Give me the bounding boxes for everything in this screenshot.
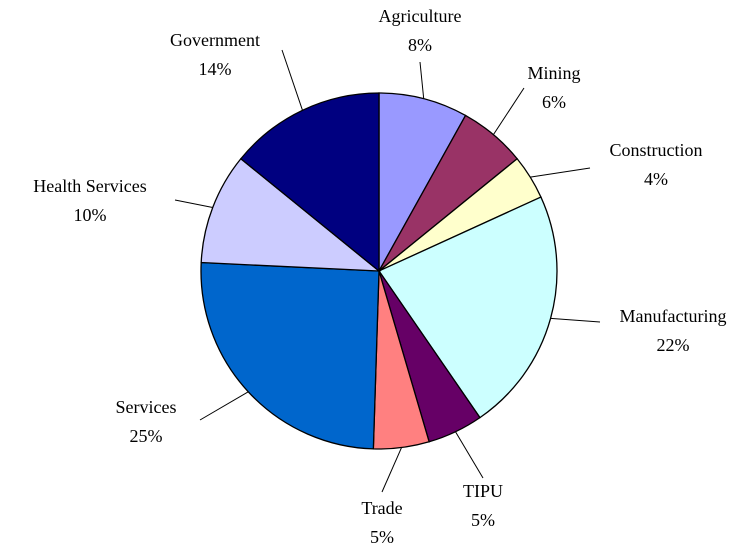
- value-label: 5%: [370, 527, 394, 547]
- value-label: 4%: [644, 169, 668, 189]
- leader-line: [492, 87, 525, 135]
- value-label: 14%: [199, 59, 232, 79]
- slice-label: Manufacturing: [620, 306, 727, 326]
- value-label: 10%: [74, 205, 107, 225]
- pie-slice: [239, 92, 380, 273]
- pie-slice: [200, 261, 380, 450]
- value-label: 22%: [657, 335, 690, 355]
- value-label: 25%: [130, 426, 163, 446]
- slice-label: Agriculture: [379, 6, 462, 26]
- pie-slice: [378, 92, 467, 274]
- slice-label: Trade: [361, 498, 402, 518]
- pie-slice: [378, 196, 558, 419]
- leader-line: [550, 317, 601, 323]
- leader-line: [530, 167, 591, 178]
- leader-line: [455, 431, 484, 479]
- slice-label: Services: [116, 397, 177, 417]
- leader-line: [174, 199, 213, 208]
- value-label: 5%: [471, 510, 495, 530]
- value-label: 6%: [542, 92, 566, 112]
- slice-label: Government: [170, 30, 260, 50]
- slice-label: Construction: [610, 140, 703, 160]
- leader-line: [381, 447, 402, 493]
- pie-slice: [200, 157, 381, 272]
- slice-label: Mining: [527, 63, 580, 83]
- slice-label: Health Services: [33, 176, 146, 196]
- leader-line: [281, 49, 303, 111]
- slice-label: TIPU: [463, 481, 503, 501]
- leader-line: [199, 391, 249, 421]
- value-label: 8%: [408, 35, 432, 55]
- leader-line: [419, 61, 425, 99]
